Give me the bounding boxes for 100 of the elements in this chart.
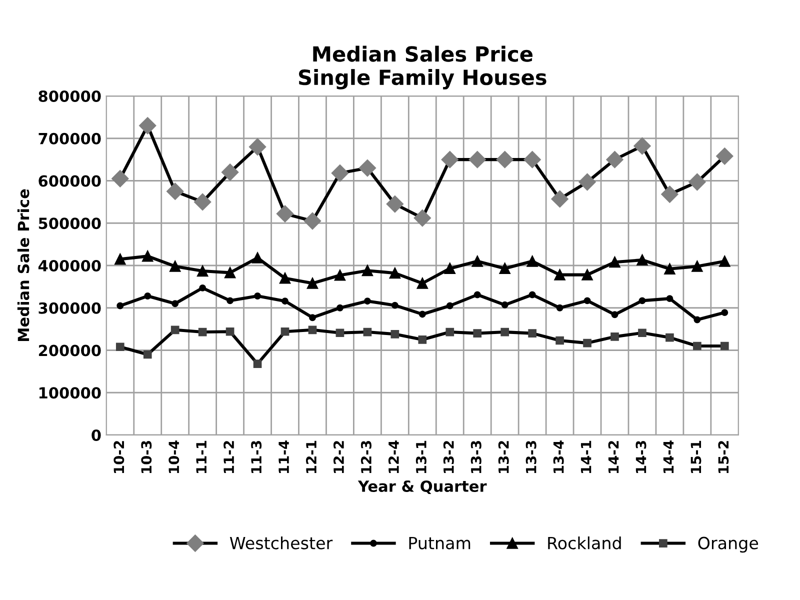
point <box>582 269 593 280</box>
point <box>336 304 344 312</box>
y-tick-label: 300000 <box>38 302 101 314</box>
point <box>556 336 564 345</box>
point <box>389 268 400 279</box>
point <box>444 262 456 274</box>
point <box>334 270 346 281</box>
chart-title: Median Sales Price Single Family Houses <box>298 46 546 90</box>
x-tick-label: 13-2 <box>443 441 454 474</box>
y-tick-label: 0 <box>92 429 101 442</box>
point <box>666 333 674 342</box>
y-tick-label: 200000 <box>38 344 101 356</box>
y-tick-label: 100000 <box>39 387 101 399</box>
point <box>634 137 651 155</box>
x-tick-label: 14-2 <box>608 441 619 474</box>
point <box>554 269 566 280</box>
point <box>418 310 426 318</box>
point <box>610 332 619 341</box>
point <box>694 316 701 324</box>
point <box>719 256 730 267</box>
x-tick-label: 14-1 <box>580 440 592 474</box>
point <box>139 117 156 134</box>
y-tick-label: 800000 <box>38 90 101 102</box>
point <box>306 278 318 289</box>
point <box>226 297 234 304</box>
point <box>446 302 454 310</box>
point <box>276 205 294 222</box>
x-tick-label: 10-4 <box>168 440 180 474</box>
point <box>526 256 538 267</box>
point <box>248 138 266 156</box>
point <box>524 151 541 168</box>
point <box>304 212 322 230</box>
point <box>144 292 152 300</box>
y-tick-label: 400000 <box>38 260 101 272</box>
x-tick-label: 11-1 <box>196 440 206 474</box>
point <box>693 342 702 350</box>
point <box>282 298 288 305</box>
point <box>254 292 262 300</box>
x-tick-label: 11-2 <box>224 441 234 474</box>
point <box>336 328 344 338</box>
point <box>252 252 264 264</box>
point <box>194 193 212 210</box>
point <box>331 164 349 182</box>
x-tick-label: 13-4 <box>553 440 564 474</box>
point <box>112 170 129 188</box>
y-tick-label: 700000 <box>38 132 101 144</box>
point <box>583 338 592 348</box>
point <box>500 328 509 336</box>
x-tick-label: 14-3 <box>636 440 646 474</box>
point <box>143 350 152 359</box>
point <box>279 272 291 284</box>
y-tick-label: 500000 <box>38 218 101 230</box>
point <box>606 151 624 168</box>
x-tick-label: 12-2 <box>333 441 344 474</box>
point <box>198 328 207 336</box>
point <box>170 326 180 334</box>
point <box>308 326 317 334</box>
point <box>197 265 208 277</box>
point <box>114 254 126 265</box>
x-tick-label: 14-4 <box>663 440 674 474</box>
point <box>116 342 124 352</box>
point <box>390 330 400 338</box>
point <box>222 164 239 181</box>
x-tick-label: 11-3 <box>251 440 262 474</box>
legend-label: Rockland <box>548 536 621 550</box>
point <box>496 151 514 168</box>
point <box>224 267 236 278</box>
point <box>472 256 483 267</box>
point <box>170 260 181 272</box>
point <box>666 295 674 302</box>
x-tick-label: 13-1 <box>416 440 426 474</box>
point <box>551 190 568 208</box>
point <box>446 328 454 336</box>
point <box>172 300 179 308</box>
point <box>664 263 676 274</box>
y-axis-title: Median Sale Price <box>17 189 30 342</box>
point <box>363 328 372 336</box>
point <box>578 173 596 191</box>
point <box>638 328 646 338</box>
point <box>716 148 734 165</box>
point <box>199 284 206 292</box>
point <box>501 301 508 308</box>
point <box>584 297 591 304</box>
point <box>386 196 404 213</box>
point <box>441 151 458 168</box>
point <box>391 302 398 309</box>
point <box>416 278 428 289</box>
point <box>692 260 703 272</box>
point <box>661 186 678 203</box>
legend-label: Westchester <box>230 536 333 550</box>
point <box>688 173 706 191</box>
point <box>280 327 290 336</box>
point <box>474 291 481 298</box>
legend-label: Orange <box>698 536 758 553</box>
x-tick-label: 12-3 <box>360 440 372 474</box>
x-tick-label: 15-2 <box>718 441 729 474</box>
point <box>142 250 154 262</box>
point <box>362 265 373 276</box>
point <box>609 256 620 268</box>
point <box>636 254 648 266</box>
